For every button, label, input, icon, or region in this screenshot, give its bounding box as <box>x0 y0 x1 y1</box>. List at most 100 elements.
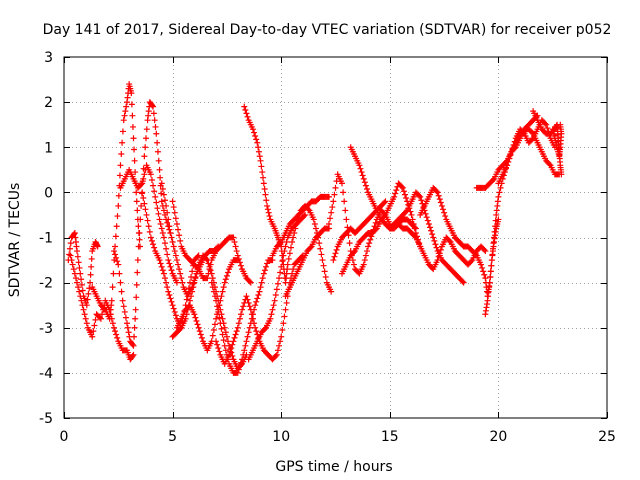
data-point <box>164 251 171 258</box>
data-point <box>158 190 165 197</box>
data-point <box>487 273 494 280</box>
data-point <box>340 189 347 196</box>
data-point <box>363 248 370 255</box>
data-point <box>114 213 121 220</box>
data-point <box>234 369 241 376</box>
data-point <box>481 246 488 253</box>
data-point <box>312 225 319 232</box>
data-point <box>183 296 190 303</box>
data-point <box>283 299 290 306</box>
data-point <box>529 136 536 143</box>
data-point <box>71 270 78 277</box>
data-point <box>332 184 339 191</box>
data-point <box>504 162 511 169</box>
data-point <box>129 112 136 119</box>
data-point <box>163 202 170 209</box>
data-point <box>88 263 95 270</box>
data-point <box>75 259 82 266</box>
data-point <box>433 244 440 251</box>
data-point <box>213 297 220 304</box>
data-point <box>133 189 140 196</box>
data-point <box>331 253 338 260</box>
data-point <box>173 220 180 227</box>
data-point <box>142 135 149 142</box>
data-point <box>372 219 379 226</box>
data-point <box>132 315 139 322</box>
data-point <box>69 261 76 268</box>
data-point <box>409 216 416 223</box>
data-point <box>118 151 125 158</box>
data-point <box>241 103 248 110</box>
data-point <box>190 284 197 291</box>
data-point <box>489 176 496 183</box>
data-point <box>492 223 499 230</box>
data-point <box>191 311 198 318</box>
data-point <box>152 123 159 130</box>
data-point <box>244 296 251 303</box>
data-point <box>113 223 120 230</box>
data-point <box>239 356 246 363</box>
data-point <box>90 328 97 335</box>
data-point <box>151 117 158 124</box>
data-point <box>478 261 485 268</box>
data-point <box>425 220 432 227</box>
data-point <box>529 129 536 136</box>
data-point <box>472 251 479 258</box>
data-point <box>151 244 158 251</box>
data-point <box>141 171 148 178</box>
data-point <box>328 209 335 216</box>
data-point <box>128 101 135 108</box>
data-point <box>193 317 200 324</box>
x-tick-label: 15 <box>381 429 399 445</box>
data-point <box>203 255 210 262</box>
data-point <box>144 217 151 224</box>
data-point <box>221 342 228 349</box>
data-point <box>139 180 146 187</box>
data-point <box>238 311 245 318</box>
data-point <box>277 269 284 276</box>
data-point <box>78 281 85 288</box>
data-point <box>253 136 260 143</box>
data-point <box>255 144 262 151</box>
y-axis-label: SDTVAR / TECUs <box>7 183 23 298</box>
data-point <box>398 183 405 190</box>
data-point <box>261 325 268 332</box>
data-point <box>154 148 161 155</box>
data-point <box>164 219 171 226</box>
data-point <box>147 234 154 241</box>
data-point <box>155 157 162 164</box>
data-point <box>166 292 173 299</box>
data-point <box>424 217 431 224</box>
data-point <box>114 334 121 341</box>
data-point <box>192 314 199 321</box>
data-point <box>173 279 180 286</box>
data-point <box>268 311 275 318</box>
data-point <box>157 260 164 267</box>
data-point <box>327 215 334 222</box>
data-point <box>182 315 189 322</box>
data-point <box>320 262 327 269</box>
data-point <box>160 234 167 241</box>
data-point <box>139 189 146 196</box>
data-point <box>141 200 148 207</box>
data-point <box>468 258 475 265</box>
data-point <box>274 347 281 354</box>
data-point <box>460 279 467 286</box>
data-point <box>238 262 245 269</box>
data-point <box>289 239 296 246</box>
data-point <box>480 268 487 275</box>
data-point <box>436 250 443 257</box>
data-point <box>115 261 122 268</box>
series-track-04 <box>110 99 174 349</box>
data-point <box>221 279 228 286</box>
data-point <box>286 250 293 257</box>
data-point <box>242 342 249 349</box>
data-point <box>224 338 231 345</box>
data-point <box>310 216 317 223</box>
data-point <box>113 254 120 261</box>
data-point <box>143 126 150 133</box>
data-point <box>160 270 167 277</box>
data-point <box>129 352 136 359</box>
data-point <box>108 297 115 304</box>
